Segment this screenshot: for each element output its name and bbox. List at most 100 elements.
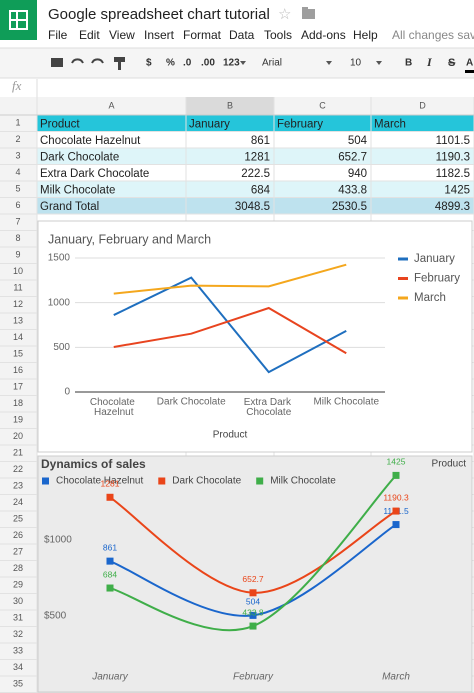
cell-text: 433.8 (338, 184, 367, 196)
folder-icon-tab (302, 7, 308, 10)
menu-item[interactable]: Help (353, 28, 378, 42)
toolbar-item[interactable]: 123 (223, 58, 240, 69)
table-row-band (37, 148, 474, 165)
column-letter[interactable]: C (319, 100, 326, 110)
series-line (113, 276, 347, 374)
cell-text: 1182.5 (436, 168, 470, 180)
x-tick-label: Extra Dark Chocolate (244, 397, 294, 418)
table-row-band (37, 164, 474, 181)
toolbar-item[interactable]: A (466, 58, 473, 69)
row-number: 32 (13, 629, 23, 639)
menu-item[interactable]: Insert (144, 28, 175, 42)
legend-label: Chocolate Hazelnut (56, 476, 143, 487)
data-point (249, 611, 257, 619)
cell-text: Extra Dark Chocolate (40, 168, 149, 180)
toolbar-item[interactable]: Arial (262, 58, 282, 69)
toolbar-item[interactable]: I (426, 55, 433, 69)
menu-bar: File Edit View Insert Format Data Tools Add-ons… (48, 28, 378, 42)
series-line (113, 263, 347, 295)
toolbar-item[interactable]: $ (146, 58, 152, 69)
row-number: 17 (13, 382, 23, 392)
toolbar-item[interactable]: .00 (201, 58, 215, 69)
data-label: 684 (103, 569, 117, 579)
row-number: 1 (15, 118, 20, 128)
cell-text: 861 (251, 135, 270, 147)
row-number: 22 (13, 464, 23, 474)
legend-label: March (414, 292, 446, 304)
x-tick-label: Chocolate Hazelnut (90, 397, 138, 418)
toolbar-item[interactable]: 10 (350, 58, 362, 69)
y-tick-label: $500 (44, 611, 67, 622)
row-number: 35 (13, 679, 23, 689)
print-icon[interactable] (51, 58, 63, 67)
menu-item[interactable]: Add-ons (301, 28, 346, 42)
chart: Dynamics of sales Product $500 $1000 January… (37, 455, 473, 693)
cell-text: 652.7 (338, 151, 367, 163)
menu-item[interactable]: Edit (79, 28, 100, 42)
row-number: 23 (13, 481, 23, 491)
legend-swatch (42, 477, 49, 485)
legend-title: Product (432, 459, 467, 470)
menu-item[interactable]: Tools (264, 28, 292, 42)
dropdown-arrow[interactable] (326, 61, 332, 65)
toolbar-item[interactable]: B (405, 58, 412, 69)
title-bar (0, 0, 474, 48)
cell-text: 684 (251, 184, 271, 196)
column-letter[interactable]: D (419, 100, 426, 110)
row-number: 20 (13, 431, 23, 441)
toolbar-item[interactable]: S (448, 57, 455, 69)
redo-icon[interactable] (91, 58, 104, 64)
column-letter[interactable]: B (227, 100, 233, 110)
row-header-bar (0, 115, 37, 693)
toolbar-item[interactable]: % (166, 58, 175, 69)
table-row-band (37, 197, 474, 214)
data-point (106, 557, 114, 565)
star-icon[interactable]: ☆ (278, 6, 291, 23)
x-tick-label: February (233, 672, 274, 683)
cell-text: 1425 (444, 184, 470, 196)
legend-swatch (158, 477, 166, 485)
row-number: 26 (13, 530, 23, 540)
menu-item[interactable]: Format (183, 28, 222, 42)
data-point (106, 493, 114, 501)
folder-icon[interactable] (302, 9, 315, 19)
row-number: 13 (13, 316, 23, 326)
data-point (392, 471, 400, 479)
row-number: 12 (13, 299, 23, 309)
text-color-bar (465, 70, 474, 73)
row-number: 16 (13, 365, 23, 375)
dropdown-arrow[interactable] (240, 61, 246, 65)
data-label: 1190.3 (383, 492, 409, 502)
row-number: 3 (15, 151, 20, 161)
cell-text: March (374, 118, 406, 130)
row-number: 7 (15, 217, 20, 227)
legend-label: January (414, 253, 455, 265)
data-point (392, 521, 400, 529)
toolbar-items: $% .0 .00 123 Arial 10 B I S A (146, 55, 474, 73)
menu-item[interactable]: Data (229, 28, 255, 42)
paint-format-icon[interactable] (114, 57, 125, 62)
row-number: 25 (13, 514, 23, 524)
y-tick-label: 0 (64, 387, 70, 398)
data-point (106, 584, 114, 592)
dropdown-arrow[interactable] (376, 61, 382, 65)
data-point (249, 589, 257, 597)
undo-icon[interactable] (71, 58, 84, 64)
legend-swatch (256, 477, 264, 485)
cell-text: 1281 (244, 151, 270, 163)
row-number: 19 (13, 415, 23, 425)
toolbar-item[interactable]: .0 (183, 58, 192, 69)
y-tick-label: 500 (53, 342, 70, 353)
menu-item[interactable]: View (109, 28, 135, 42)
x-tick-label: Dark Chocolate (157, 397, 226, 408)
document-title[interactable]: Google spreadsheet chart tutorial (48, 6, 270, 23)
row-number: 31 (13, 613, 23, 623)
cell-text: February (277, 118, 323, 130)
cell-text: 2530.5 (332, 201, 367, 213)
column-letter[interactable]: A (108, 100, 114, 110)
row-number: 10 (13, 266, 23, 276)
legend-label: February (414, 273, 460, 285)
data-point (392, 507, 400, 515)
menu-item[interactable]: File (48, 28, 68, 42)
